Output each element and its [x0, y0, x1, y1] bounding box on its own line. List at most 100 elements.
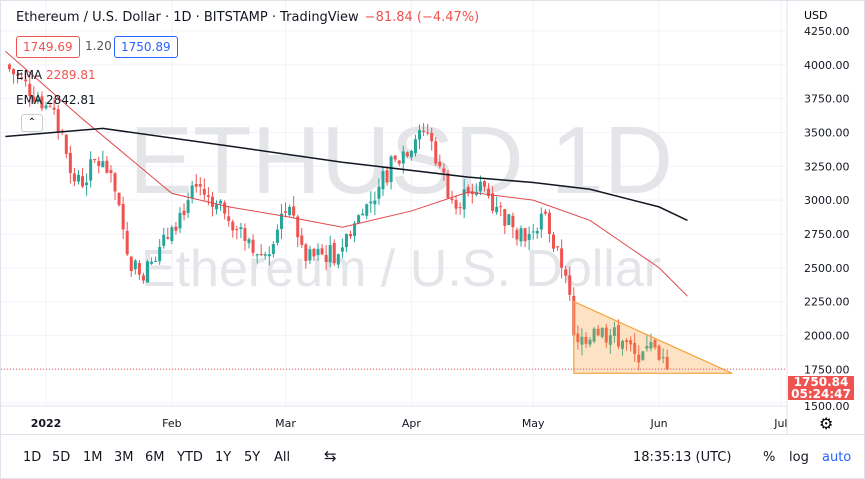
candle-body [324, 254, 328, 263]
date-range-icon[interactable]: ⇆ [324, 447, 337, 465]
candle-body [133, 260, 137, 270]
last-price-label: 1750.84 05:24:47 [788, 376, 854, 400]
candle-body [267, 254, 271, 257]
candle-body [353, 223, 357, 236]
candle-body [454, 200, 458, 209]
candle-body [369, 201, 373, 204]
x-tick-label: 2022 [31, 417, 62, 430]
ema-slow-line [5, 127, 688, 222]
candle-body [64, 134, 68, 154]
candle-body [85, 182, 89, 186]
candle-body [146, 261, 149, 283]
candle-body [255, 254, 259, 256]
x-tick-label: May [522, 417, 545, 430]
candle-body [478, 181, 482, 192]
range-all[interactable]: All [274, 450, 291, 465]
range-3m[interactable]: 3M [114, 450, 134, 465]
candle-body [633, 342, 637, 355]
candle-body [499, 206, 503, 208]
candle-body [495, 206, 499, 213]
candle-body [649, 342, 653, 349]
candle-body [316, 248, 320, 256]
candle-body [413, 139, 417, 154]
candle-body [219, 200, 223, 204]
candle-body [491, 193, 495, 211]
range-1d[interactable]: 1D [23, 450, 42, 465]
y-tick-label: 2750.00 [804, 228, 850, 241]
candle-body [284, 211, 288, 213]
candle-body [349, 234, 352, 237]
candle-body [450, 198, 454, 201]
candle-body [357, 215, 361, 224]
candle-body [377, 186, 381, 199]
candle-body [162, 234, 166, 246]
auto-toggle[interactable]: auto [822, 450, 852, 465]
candle-body [657, 345, 661, 360]
candle-body [653, 339, 657, 348]
candle-body [52, 107, 56, 110]
candle-body [7, 64, 11, 70]
y-tick-label: 3000.00 [804, 194, 850, 207]
triangle-drawing [573, 300, 733, 374]
candle-body [665, 356, 669, 370]
candle-body [190, 185, 194, 199]
candle-body [552, 234, 555, 249]
ema-slow-legend[interactable]: EMA 2842.81 [16, 93, 96, 107]
candle-body [215, 204, 219, 210]
candle-body [174, 226, 178, 231]
buy-price[interactable]: 1750.89 [114, 36, 178, 58]
candle-body [629, 340, 633, 345]
bottom-toolbar: 1D 5D 1M 3M 6M YTD 1Y 5Y All ⇆ 18:35:13 … [1, 434, 864, 478]
candle-body [381, 170, 385, 190]
y-tick-label: 4000.00 [804, 59, 850, 72]
range-6m[interactable]: 6M [145, 450, 165, 465]
x-tick-label: Jun [649, 417, 667, 430]
candle-body [117, 192, 121, 206]
watermark-description: Ethereum / U.S. Dollar [141, 240, 661, 298]
candle-body [365, 204, 369, 216]
range-1y[interactable]: 1Y [215, 450, 232, 465]
candle-body [422, 130, 426, 132]
collapse-legend-icon[interactable]: ⌃ [21, 114, 43, 132]
range-1m[interactable]: 1M [83, 450, 103, 465]
candle-body [166, 237, 170, 239]
range-ytd[interactable]: YTD [177, 450, 203, 465]
candle-body [401, 151, 405, 164]
candle-body [616, 325, 620, 347]
currency-label[interactable]: USD [804, 9, 828, 22]
candle-body [641, 351, 645, 360]
log-toggle[interactable]: log [789, 450, 809, 465]
candle-body [97, 161, 101, 167]
candle-body [584, 336, 588, 344]
candle-body [576, 333, 580, 343]
candle-body [409, 150, 413, 158]
candle-body [296, 216, 300, 238]
symbol-title[interactable]: Ethereum / U.S. Dollar · 1D · BITSTAMP ·… [16, 10, 359, 25]
percent-toggle[interactable]: % [763, 450, 776, 465]
ema-fast-legend[interactable]: EMA 2289.81 [16, 68, 96, 82]
candle-body [385, 170, 389, 183]
price-chart[interactable]: ETHUSD 1D Ethereum / U.S. Dollar 4250.00 40… [1, 1, 865, 434]
clock-time[interactable]: 18:35:13 (UTC) [633, 450, 732, 465]
candle-body [596, 328, 600, 336]
range-5d[interactable]: 5D [52, 450, 71, 465]
candle-body [458, 207, 462, 209]
candle-body [438, 162, 442, 167]
candle-body [194, 183, 198, 187]
sell-price[interactable]: 1749.69 [16, 36, 80, 58]
candle-body [430, 132, 434, 142]
candle-body [227, 216, 231, 222]
price-change: −81.84 (−4.47%) [364, 10, 480, 25]
candle-body [243, 228, 247, 241]
candle-body [592, 328, 596, 342]
candle-body [543, 211, 547, 214]
candle-body [121, 204, 125, 230]
x-tick-label: Feb [162, 417, 181, 430]
candle-body [202, 188, 206, 195]
candle-body [44, 105, 48, 109]
range-5y[interactable]: 5Y [244, 450, 261, 465]
settings-gear-icon[interactable]: ⚙ [819, 414, 834, 433]
candle-body [405, 152, 409, 157]
x-tick-label: Apr [402, 417, 422, 430]
candle-body [259, 253, 263, 256]
